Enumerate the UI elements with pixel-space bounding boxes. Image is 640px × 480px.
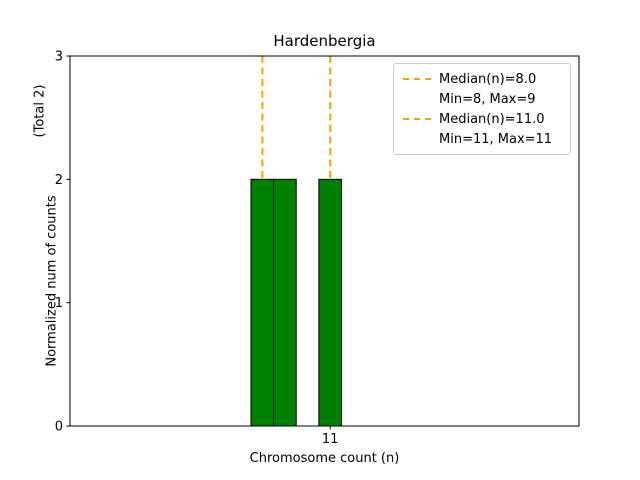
legend-entry: Min=11, Max=11 [403,129,561,149]
dashed-line-sample [403,78,431,80]
legend-label: Min=8, Max=9 [439,91,536,107]
legend: Median(n)=8.0 Min=8, Max=9 Median(n)=11.… [393,63,571,155]
y-tick-label: 0 [55,420,63,435]
y-tick-label: 1 [55,296,63,311]
histogram-bar [273,178,297,427]
legend-label: Median(n)=11.0 [439,111,545,127]
y-axis-label: Normalized num of counts [44,195,60,367]
y-axis-total-label: (Total 2) [32,84,48,138]
histogram-bar [250,178,275,427]
x-axis-label: Chromosome count (n) [249,451,400,466]
legend-label: Min=11, Max=11 [439,131,553,147]
dashed-line-sample [403,118,431,120]
y-tick-label: 2 [55,173,63,188]
legend-entry: Median(n)=8.0 [403,69,561,89]
x-tick-label: 11 [322,432,339,447]
legend-entry: Min=8, Max=9 [403,89,561,109]
axes-frame [69,55,580,427]
chart-title: Hardenbergia [273,32,376,50]
histogram-bar [318,178,342,427]
legend-label: Median(n)=8.0 [439,71,537,87]
y-tick-label: 3 [55,50,63,65]
legend-entry: Median(n)=11.0 [403,109,561,129]
